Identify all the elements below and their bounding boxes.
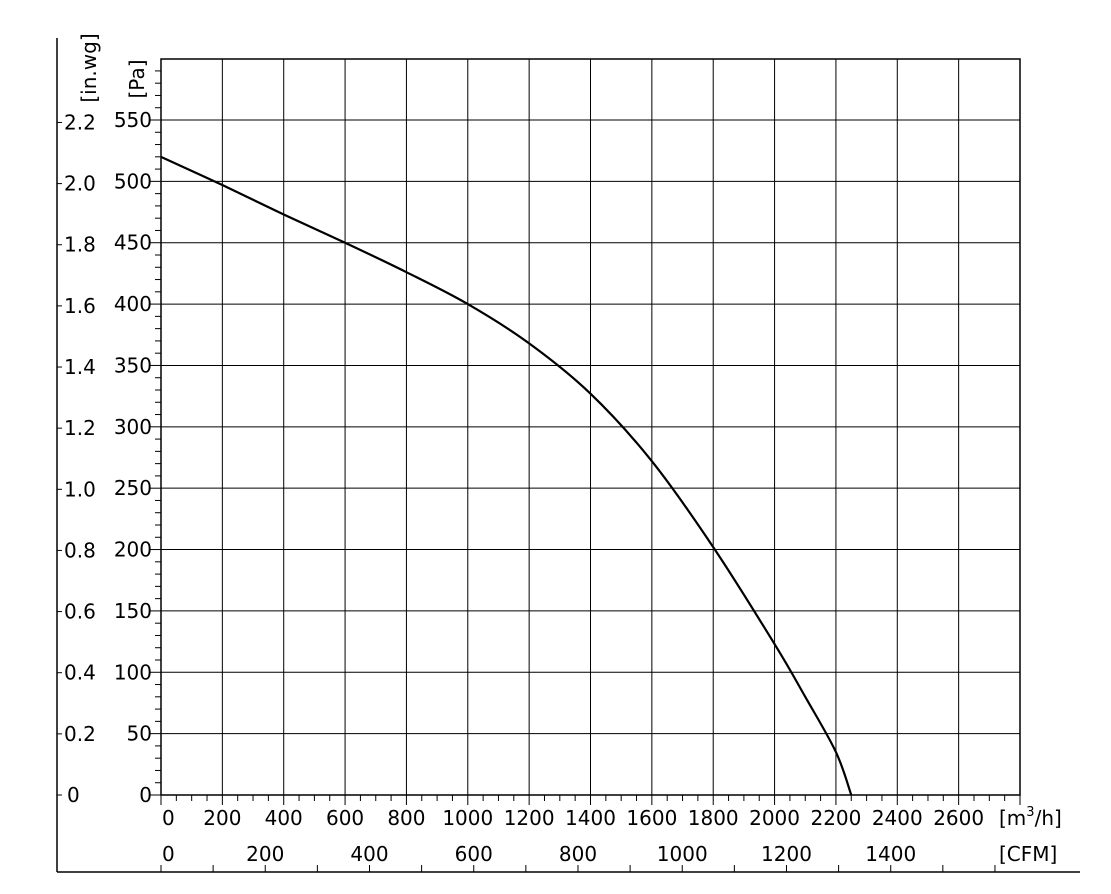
y-tick-label-pa: 0 xyxy=(139,783,152,807)
y-unit-label-inwg: [in.wg] xyxy=(77,33,101,102)
x-tick-label-m3h: 200 xyxy=(203,806,241,830)
x-tick-label-m3h: 1600 xyxy=(626,806,677,830)
plot-frame xyxy=(56,38,1080,873)
y-tick-label-pa: 250 xyxy=(114,476,152,500)
x-tick-label-m3h: 1800 xyxy=(688,806,739,830)
grid-lines xyxy=(161,58,1020,795)
y-tick-label-inwg: 2.0 xyxy=(64,172,96,196)
y-tick-label-inwg: 1.0 xyxy=(64,477,96,501)
pressure-curve xyxy=(160,155,853,796)
y-tick-label-inwg: 0.4 xyxy=(64,661,96,685)
y-unit-label-pa: [Pa] xyxy=(125,59,149,98)
y-tick-label-inwg: 1.4 xyxy=(64,355,96,379)
x-tick-label-m3h: 2200 xyxy=(810,806,861,830)
axis-ticks xyxy=(57,70,1021,872)
x-tick-label-cfm: 1400 xyxy=(865,842,916,866)
y-tick-label-pa: 500 xyxy=(114,169,152,193)
y-tick-label-inwg: 1.2 xyxy=(64,416,96,440)
y-tick-label-pa: 50 xyxy=(127,722,152,746)
x-tick-label-m3h: 2400 xyxy=(872,806,923,830)
x-tick-label-m3h: 800 xyxy=(387,806,425,830)
y-tick-label-pa: 150 xyxy=(114,599,152,623)
y-tick-label-pa: 350 xyxy=(114,353,152,377)
x-tick-label-cfm: 200 xyxy=(246,842,284,866)
y-tick-label-inwg: 1.8 xyxy=(64,233,96,257)
x-tick-label-cfm: 400 xyxy=(350,842,388,866)
series-layer xyxy=(160,155,853,796)
x-tick-label-m3h: 1000 xyxy=(442,806,493,830)
x-tick-label-m3h: 0 xyxy=(162,806,175,830)
y-tick-label-inwg: 0.6 xyxy=(64,600,96,624)
y-tick-label-pa: 300 xyxy=(114,415,152,439)
tick-labels: 0 50 100 150 200 250 300 350 400 450 500 550 0 0.2 0.4… xyxy=(64,108,984,866)
x-unit-label-cfm: [CFM] xyxy=(999,842,1057,866)
y-tick-label-pa: 200 xyxy=(114,538,152,562)
y-tick-label-pa: 450 xyxy=(114,231,152,255)
y-tick-label-inwg: 2.2 xyxy=(64,110,96,134)
y-tick-label-pa: 400 xyxy=(114,292,152,316)
x-tick-label-cfm: 800 xyxy=(559,842,597,866)
x-tick-label-cfm: 0 xyxy=(162,842,175,866)
x-tick-label-m3h: 1200 xyxy=(504,806,555,830)
x-tick-label-m3h: 600 xyxy=(326,806,364,830)
x-unit-label-m3h: [m3/h] xyxy=(999,805,1062,830)
y-tick-label-inwg: 0.8 xyxy=(64,538,96,562)
x-tick-label-cfm: 600 xyxy=(455,842,493,866)
y-tick-label-inwg: 1.6 xyxy=(64,294,96,318)
y-tick-label-inwg: 0 xyxy=(67,783,80,807)
x-tick-label-m3h: 400 xyxy=(265,806,303,830)
y-tick-label-inwg: 0.2 xyxy=(64,722,96,746)
y-tick-label-pa: 550 xyxy=(114,108,152,132)
y-tick-label-pa: 100 xyxy=(114,660,152,684)
x-tick-label-m3h: 2000 xyxy=(749,806,800,830)
x-tick-label-m3h: 2600 xyxy=(933,806,984,830)
x-tick-label-m3h: 1400 xyxy=(565,806,616,830)
x-tick-label-cfm: 1200 xyxy=(761,842,812,866)
x-tick-label-cfm: 1000 xyxy=(657,842,708,866)
